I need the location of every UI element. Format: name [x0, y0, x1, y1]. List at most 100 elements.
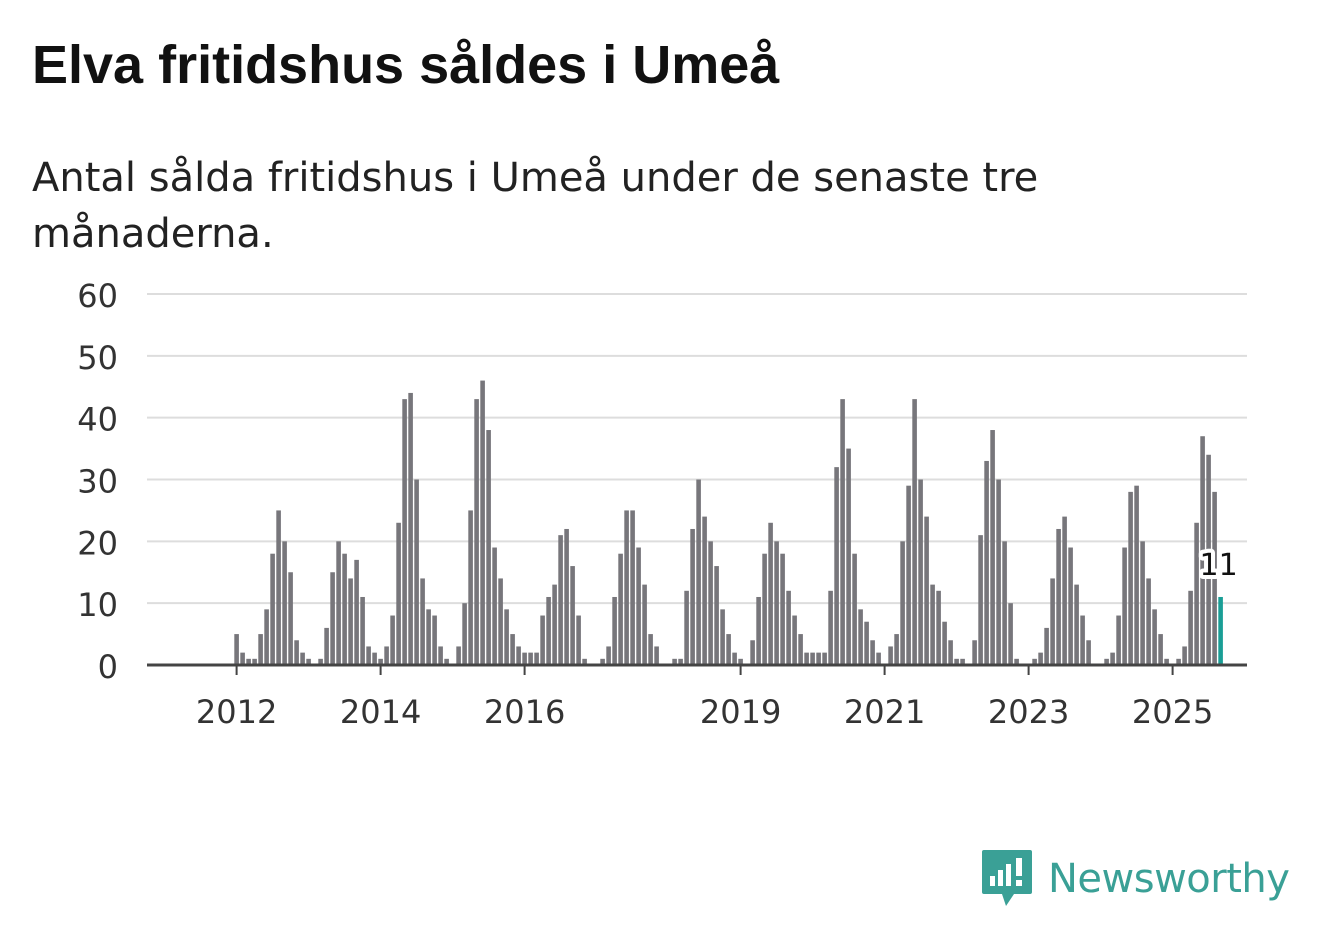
- bar: [516, 646, 521, 665]
- bar: [804, 652, 809, 665]
- bar: [486, 430, 491, 665]
- bar: [984, 460, 989, 665]
- bar: [336, 541, 341, 665]
- bar: [1080, 615, 1085, 665]
- bar: [948, 640, 953, 665]
- bar: [402, 399, 407, 665]
- newsworthy-logo[interactable]: Newsworthy: [980, 848, 1290, 910]
- bar: [762, 553, 767, 665]
- bar: [390, 615, 395, 665]
- x-tick-label: 2016: [484, 693, 565, 731]
- bar: [462, 603, 467, 665]
- bar: [906, 485, 911, 665]
- bar: [954, 658, 959, 665]
- bar-highlight: [1218, 596, 1223, 665]
- bar: [720, 609, 725, 665]
- bar: [1008, 603, 1013, 665]
- bar: [576, 615, 581, 665]
- bar: [1176, 658, 1181, 665]
- bar: [282, 541, 287, 665]
- y-tick-label: 40: [77, 401, 118, 439]
- bar: [1182, 646, 1187, 665]
- bar: [792, 615, 797, 665]
- bar: [330, 572, 335, 665]
- bar: [426, 609, 431, 665]
- x-tick-label: 2025: [1132, 693, 1213, 731]
- bar: [264, 609, 269, 665]
- x-tick-label: 2014: [340, 693, 421, 731]
- bar: [990, 430, 995, 665]
- bar: [678, 658, 683, 665]
- bar: [1062, 516, 1067, 665]
- bar: [372, 652, 377, 665]
- data-label-latest: 11: [1200, 548, 1238, 583]
- bar: [276, 510, 281, 665]
- bar: [642, 584, 647, 665]
- bar: [456, 646, 461, 665]
- bar: [558, 535, 563, 665]
- bar: [936, 590, 941, 665]
- bar: [546, 596, 551, 665]
- bar: [474, 399, 479, 665]
- bar: [408, 392, 413, 665]
- bar: [1032, 658, 1037, 665]
- bar: [978, 535, 983, 665]
- chart-subtitle: Antal sålda fritidshus i Umeå under de s…: [32, 155, 1039, 257]
- bar: [846, 448, 851, 665]
- bar: [786, 590, 791, 665]
- bar: [930, 584, 935, 665]
- bar: [414, 479, 419, 665]
- bar: [756, 596, 761, 665]
- bar: [1074, 584, 1079, 665]
- bar: [1206, 454, 1211, 665]
- bar: [360, 596, 365, 665]
- bar: [240, 652, 245, 665]
- bar: [234, 634, 239, 665]
- bar: [540, 615, 545, 665]
- bar: [714, 566, 719, 665]
- bar: [858, 609, 863, 665]
- bar: [252, 658, 257, 665]
- bar: [870, 640, 875, 665]
- y-tick-label: 10: [77, 586, 118, 624]
- bar: [996, 479, 1001, 665]
- bar: [636, 547, 641, 665]
- bar: [768, 522, 773, 665]
- bar: [696, 479, 701, 665]
- bar: [822, 652, 827, 665]
- y-tick-label: 20: [77, 524, 118, 562]
- chart-title: Elva fritidshus såldes i Umeå: [32, 35, 780, 95]
- bar: [498, 578, 503, 665]
- bar: [624, 510, 629, 665]
- bar: [1050, 578, 1055, 665]
- bar: [258, 634, 263, 665]
- bar: [630, 510, 635, 665]
- bar: [774, 541, 779, 665]
- bar: [672, 658, 677, 665]
- bar: [708, 541, 713, 665]
- bar: [504, 609, 509, 665]
- bar: [318, 658, 323, 665]
- bar: [1056, 528, 1061, 665]
- bar: [918, 479, 923, 665]
- y-tick-label: 60: [77, 277, 118, 315]
- bar: [378, 658, 383, 665]
- bar: [1044, 627, 1049, 665]
- bar: [864, 621, 869, 665]
- bar: [972, 640, 977, 665]
- bar: [810, 652, 815, 665]
- bar: [1188, 590, 1193, 665]
- bar: [1014, 658, 1019, 665]
- bar: [1212, 491, 1217, 665]
- bar: [612, 596, 617, 665]
- bar: [270, 553, 275, 665]
- bar: [324, 627, 329, 665]
- x-tick-label: 2023: [988, 693, 1069, 731]
- bar: [480, 380, 485, 665]
- bar: [1110, 652, 1115, 665]
- bar: [438, 646, 443, 665]
- bar: [690, 528, 695, 665]
- bar: [432, 615, 437, 665]
- bar: [732, 652, 737, 665]
- brand-name: Newsworthy: [1048, 856, 1290, 902]
